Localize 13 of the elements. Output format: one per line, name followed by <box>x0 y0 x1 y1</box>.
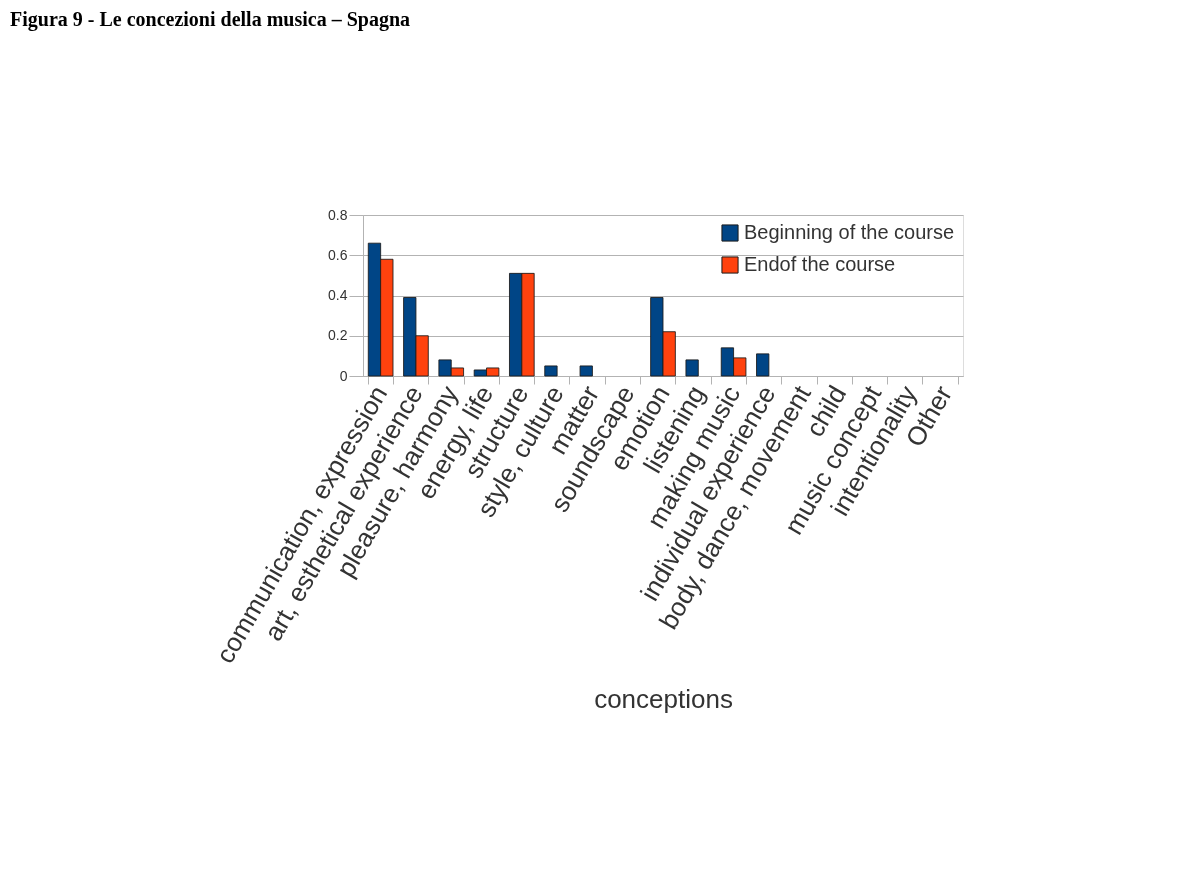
bar <box>544 365 558 377</box>
y-tick-label: 0.4 <box>328 287 348 303</box>
y-tick-label: 0.8 <box>328 206 348 223</box>
legend-label: Beginning of the course <box>744 221 955 243</box>
y-tick-label: 0.6 <box>328 246 348 263</box>
bar <box>756 353 770 377</box>
y-tick-label: 0.2 <box>328 327 348 344</box>
chart-title: Figura 9 - Le concezioni della musica – Spagna <box>10 8 410 31</box>
y-tick-label: 0 <box>339 367 348 384</box>
bar <box>579 365 593 377</box>
legend-label: Endof the course <box>744 253 896 275</box>
x-axis-title: conceptions <box>594 683 733 714</box>
bar <box>685 359 699 377</box>
